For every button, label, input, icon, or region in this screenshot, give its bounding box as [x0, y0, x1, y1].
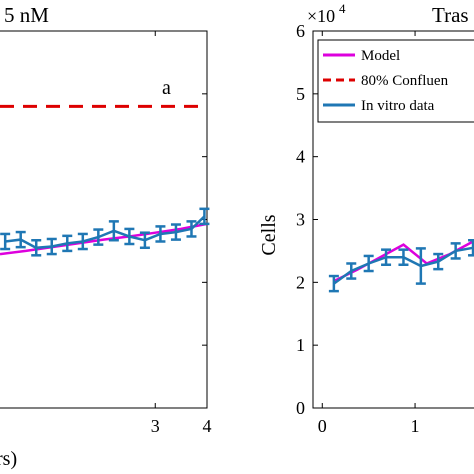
left-title: 5 nM — [4, 3, 49, 27]
right-series-1-errorbar-7 — [450, 242, 461, 260]
left-series-2-errorbar-13 — [199, 207, 210, 226]
left-annotation: a — [162, 77, 171, 99]
right-x-tick-label-0: 0 — [318, 416, 327, 436]
left-series-2-errorbar-5 — [77, 232, 88, 251]
right-y-tick-label-5: 5 — [296, 84, 305, 104]
left-series-2-errorbar-10 — [155, 225, 166, 243]
right-y-axis-label: Cells — [258, 214, 280, 255]
right-series-1-errorbar-1 — [346, 262, 357, 280]
legend-label-2: In vitro data — [361, 98, 435, 114]
right-y-tick-label-6: 6 — [296, 21, 305, 41]
right-y-tick-label-4: 4 — [296, 147, 305, 167]
left-axes-frame — [0, 30, 208, 409]
left-x-tick-label-1: 4 — [203, 416, 212, 436]
left-x-tick-label-0: 3 — [151, 416, 160, 436]
left-series-2-errorbar-8 — [124, 227, 135, 246]
right-series-1-errorbar-4 — [398, 248, 409, 266]
legend: Model 80% Confluen In vitro data — [317, 39, 474, 123]
left-series-2-errorbar-1 — [15, 230, 26, 249]
left-panel: 5 nM 34 a rs) — [0, 3, 212, 470]
right-y-tick-label-0: 0 — [296, 398, 305, 418]
legend-label-0: Model — [361, 48, 400, 64]
left-series-2-errorbar-0 — [0, 232, 11, 251]
left-series-2-errorbar-9 — [139, 231, 150, 250]
left-series-2-errorbar-3 — [46, 237, 57, 256]
right-series-1-errorbar-8 — [468, 238, 474, 257]
right-y-tick-label-3: 3 — [296, 210, 305, 230]
exponent-base: ×10 — [307, 6, 335, 26]
left-x-axis-label: rs) — [0, 448, 17, 470]
right-x-tick-label-1: 1 — [411, 416, 420, 436]
left-series-2-errorbar-4 — [62, 234, 73, 253]
left-series-2 — [5, 215, 206, 250]
left-series-2-errorbar-2 — [31, 238, 42, 257]
right-y-exponent: ×10 4 — [307, 1, 346, 26]
right-plot-area: 0 1 2 3 4 5 6 0 1 — [296, 21, 474, 436]
exponent-power: 4 — [339, 1, 346, 16]
left-series-2-errorbar-11 — [170, 223, 181, 241]
left-series-2-errorbar-12 — [186, 220, 197, 238]
right-y-tick-label-2: 2 — [296, 272, 305, 292]
legend-label-1: 80% Confluen — [361, 73, 449, 89]
right-series-1-errorbar-0 — [328, 274, 339, 293]
right-series-1-errorbar-2 — [363, 254, 374, 273]
left-series-2-errorbar-6 — [93, 228, 104, 246]
right-y-tick-label-1: 1 — [296, 335, 305, 355]
right-panel: Tras Cells ×10 4 0 1 2 3 4 5 6 0 1 Model 80% Conf… — [258, 1, 474, 436]
right-series-1-errorbar-3 — [381, 248, 392, 266]
right-series-1-errorbar-5 — [415, 247, 426, 285]
left-series-0 — [0, 222, 208, 256]
left-series-2-errorbar-7 — [108, 220, 119, 242]
right-series-1-errorbar-6 — [433, 252, 444, 271]
right-title: Tras — [432, 3, 469, 27]
